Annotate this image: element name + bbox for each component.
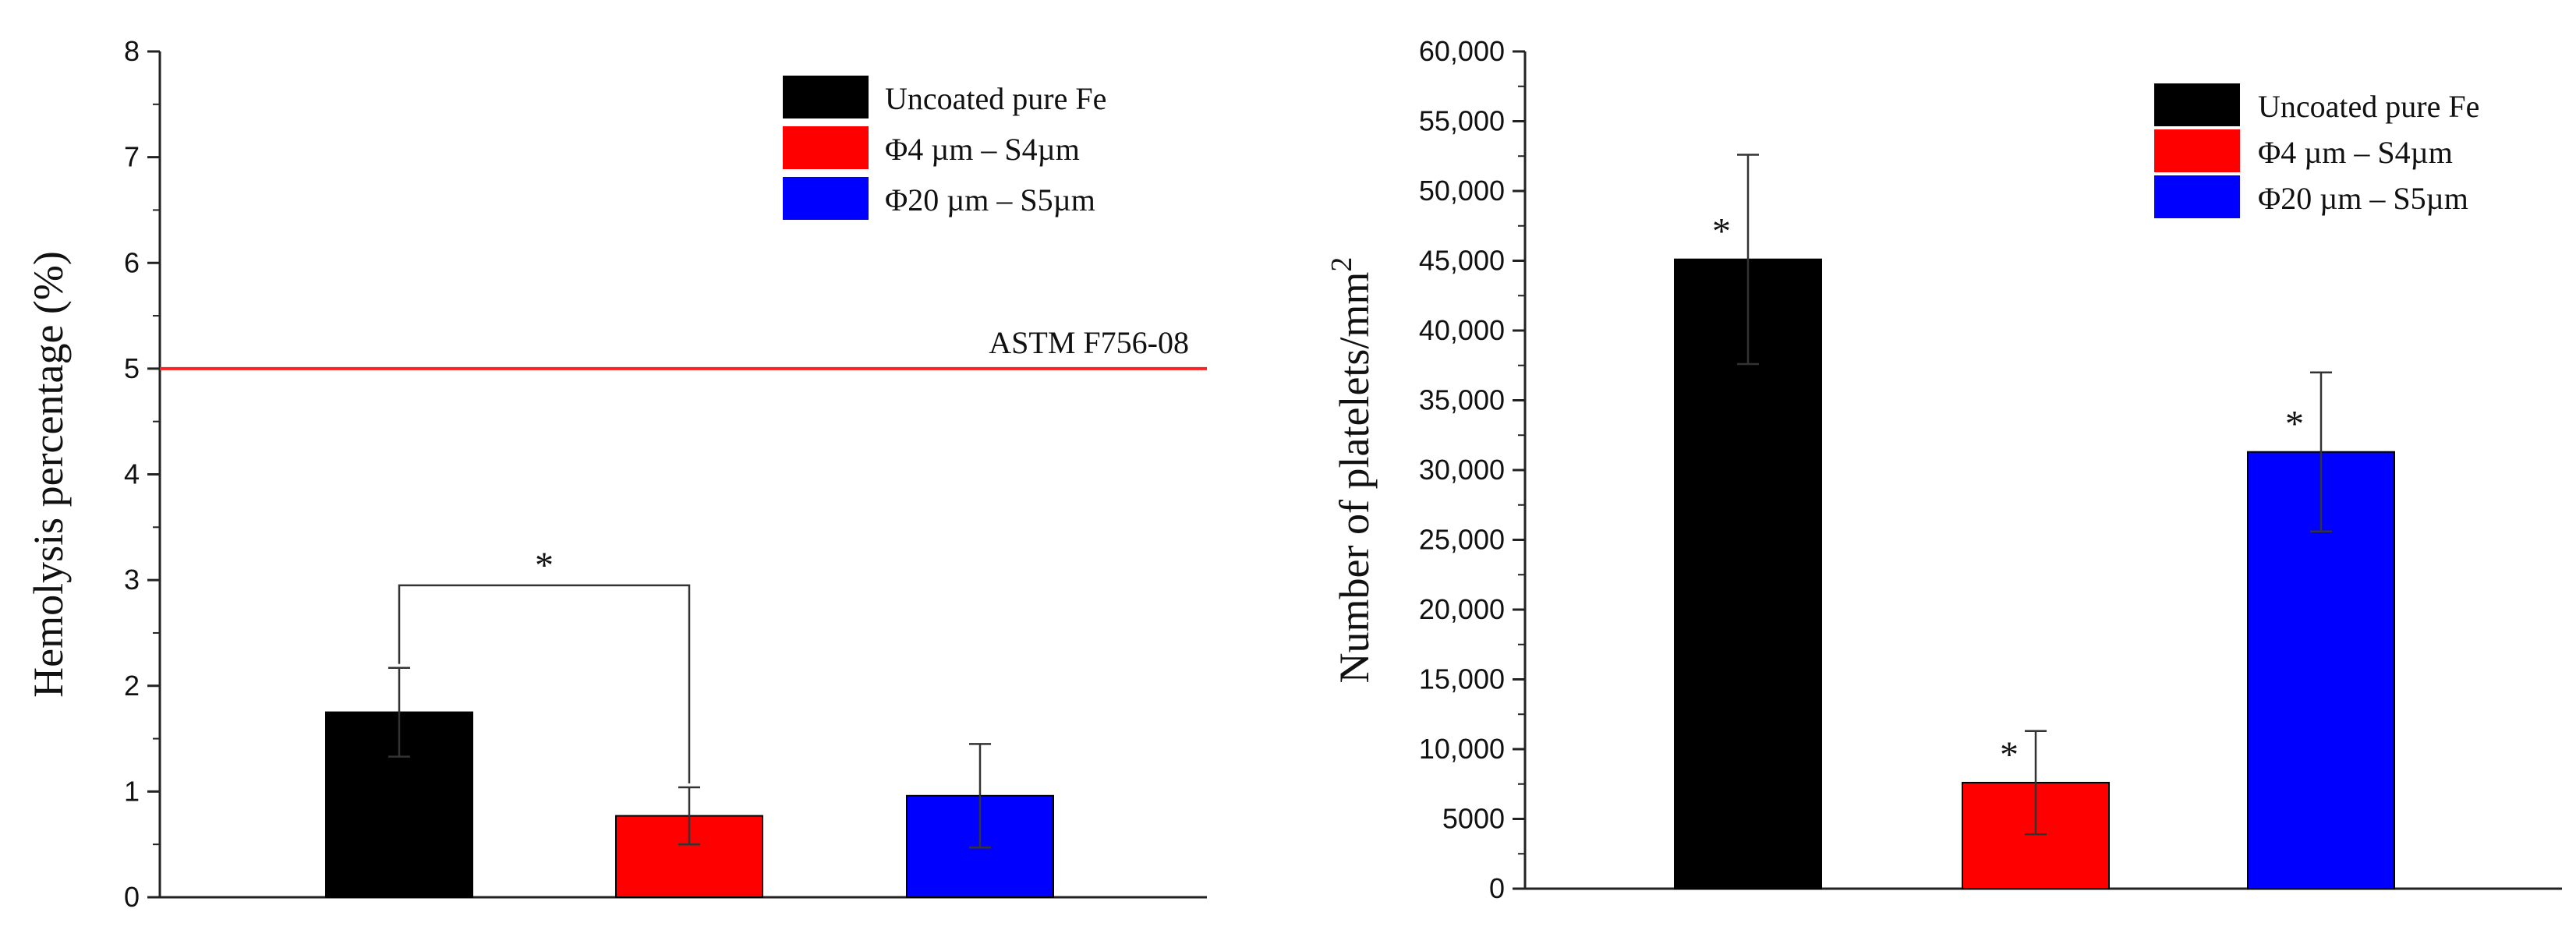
y-tick-label: 6	[124, 246, 140, 278]
y-tick-label: 30,000	[1419, 454, 1505, 486]
legend-label: Φ20 µm – S5µm	[2258, 181, 2468, 216]
legend-swatch	[783, 126, 869, 169]
y-tick-label: 0	[1489, 872, 1505, 904]
y-tick-label: 4	[124, 458, 140, 490]
y-tick-label: 8	[124, 35, 140, 67]
y-tick-label: 20,000	[1419, 593, 1505, 625]
y-axis-title-superscript: 2	[1325, 257, 1358, 272]
y-tick-label: 0	[124, 881, 140, 913]
legend-label: Φ4 µm – S4µm	[2258, 135, 2453, 170]
y-tick-label: 50,000	[1419, 175, 1505, 207]
y-tick-label: 2	[124, 670, 140, 702]
y-tick-label: 25,000	[1419, 524, 1505, 556]
y-tick-label: 15,000	[1419, 663, 1505, 695]
y-tick-label: 5	[124, 352, 140, 384]
significance-mark: *	[1712, 211, 1731, 253]
significance-mark: *	[2000, 734, 2019, 776]
legend-swatch	[2154, 175, 2240, 218]
significance-bracket	[398, 584, 691, 783]
y-tick-label: 55,000	[1419, 105, 1505, 137]
legend-swatch	[783, 76, 869, 118]
legend-label: Φ4 µm – S4µm	[885, 132, 1080, 167]
y-axis-title: Hemolysis percentage (%)	[25, 251, 72, 698]
legend-label: Uncoated pure Fe	[885, 81, 1106, 116]
legend-label: Φ20 µm – S5µm	[885, 182, 1095, 217]
y-axis-title-text: Hemolysis percentage (%)	[25, 251, 72, 698]
y-tick-label: 7	[124, 141, 140, 173]
y-tick-label: 1	[124, 775, 140, 807]
y-tick-label: 45,000	[1419, 245, 1505, 277]
y-axis-title-text: Number of platelets/mm	[1331, 272, 1378, 684]
significance-mark: *	[535, 545, 554, 586]
y-tick-label: 35,000	[1419, 384, 1505, 416]
y-axis-title: Number of platelets/mm2	[1325, 257, 1378, 684]
legend-swatch	[2154, 129, 2240, 172]
legend-swatch	[783, 177, 869, 220]
y-tick-label: 40,000	[1419, 314, 1505, 346]
y-tick-label: 60,000	[1419, 35, 1505, 67]
y-tick-label: 3	[124, 564, 140, 596]
reference-line-label: ASTM F756-08	[989, 325, 1189, 360]
y-tick-label: 10,000	[1419, 733, 1505, 765]
y-tick-label: 5000	[1442, 803, 1505, 835]
legend-label: Uncoated pure Fe	[2258, 89, 2479, 124]
significance-mark: *	[2285, 404, 2304, 445]
legend-swatch	[2154, 83, 2240, 126]
